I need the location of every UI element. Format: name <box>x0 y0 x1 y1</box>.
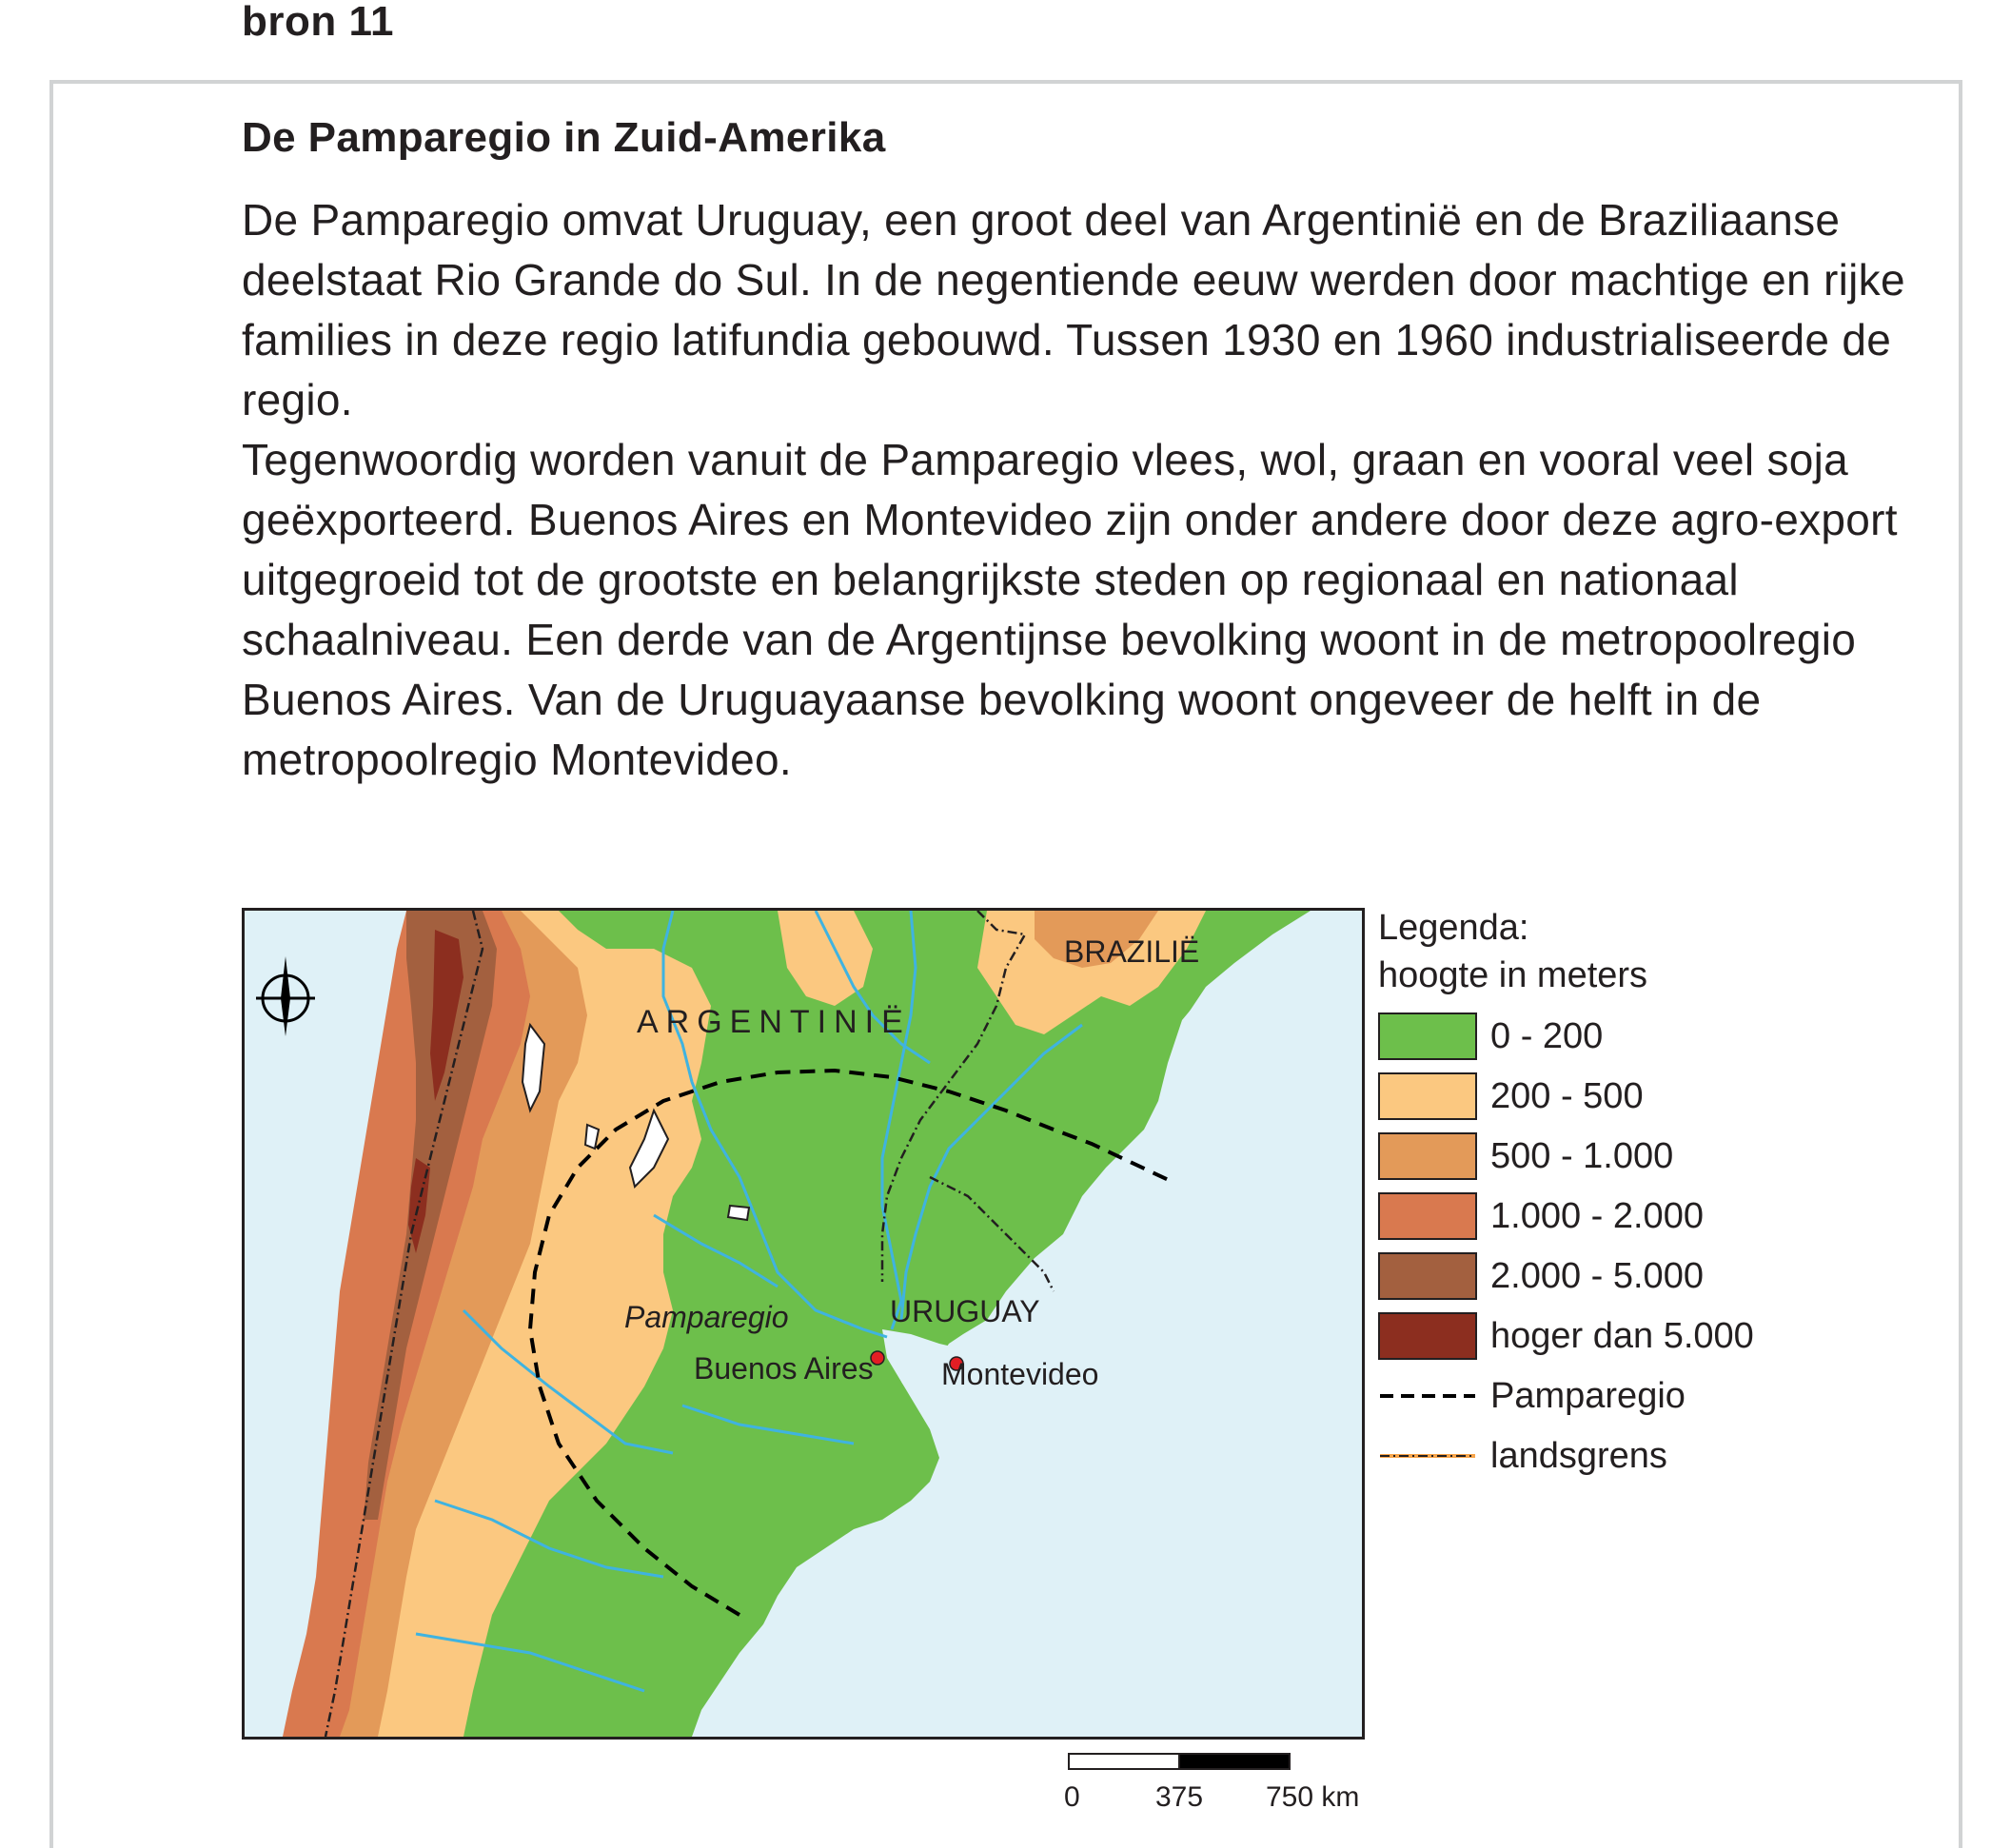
river <box>653 1213 779 1288</box>
elevation-map: ARGENTINIË BRAZILIË URUGUAY Pamparegio B… <box>245 911 1362 1737</box>
legend-item: 500 - 1.000 <box>1378 1130 1673 1182</box>
pamparegio-boundary <box>527 1068 1173 1617</box>
river <box>462 1308 674 1455</box>
border-argentina-chile <box>324 911 484 1737</box>
land-500-1000-east <box>1035 911 1158 968</box>
scale-label: 0 <box>1064 1781 1080 1813</box>
legend-item: hoger dan 5.000 <box>1378 1310 1754 1362</box>
legend-item-border: landsgrens <box>1378 1430 1667 1482</box>
legend-swatch <box>1378 1132 1477 1180</box>
label-pamparegio: Pamparegio <box>624 1300 789 1334</box>
scale-segment-white <box>1068 1753 1180 1770</box>
scale-label: 750 km <box>1266 1781 1360 1813</box>
land-peaks-5000-south <box>408 1158 430 1253</box>
land-upland-east <box>977 911 1206 1034</box>
border-line-icon <box>1380 1454 1475 1458</box>
legend-item: 1.000 - 2.000 <box>1378 1190 1704 1242</box>
source-frame <box>49 80 1962 1848</box>
legend-label: 2.000 - 5.000 <box>1490 1255 1704 1296</box>
legend-label: 1.000 - 2.000 <box>1490 1195 1704 1236</box>
map-frame: ARGENTINIË BRAZILIË URUGUAY Pamparegio B… <box>242 908 1365 1740</box>
border-argentina-brazil <box>880 911 1027 1282</box>
city-buenos-aires-marker <box>870 1350 885 1366</box>
legend-label: 200 - 500 <box>1490 1075 1644 1116</box>
rio-de-la-plata <box>882 1329 996 1386</box>
land-peaks-5000 <box>430 930 463 1101</box>
river <box>661 911 888 1339</box>
legend-item: 0 - 200 <box>1378 1011 1603 1062</box>
legend-label: Pamparegio <box>1490 1375 1686 1416</box>
paragraph-1: De Pamparegio omvat Uruguay, een groot d… <box>242 195 1905 424</box>
legend-swatch <box>1378 1252 1477 1300</box>
label-montevideo: Montevideo <box>941 1357 1098 1391</box>
river <box>899 1023 1083 1321</box>
paragraph-2: Tegenwoordig worden vanuit de Pamparegio… <box>242 435 1898 784</box>
river <box>814 911 931 1065</box>
national-borders <box>324 911 1055 1737</box>
source-label: bron 11 <box>242 0 394 45</box>
source-title: De Pamparegio in Zuid-Amerika <box>242 114 886 161</box>
legend-label: landsgrens <box>1490 1435 1667 1476</box>
pacific-ocean <box>245 911 406 1737</box>
land-upland-ridge <box>778 911 873 1006</box>
legend-item: 200 - 500 <box>1378 1071 1644 1122</box>
label-argentina: ARGENTINIË <box>637 1004 911 1040</box>
lake <box>628 1108 670 1189</box>
source-text: De Pamparegio omvat Uruguay, een groot d… <box>242 190 1917 790</box>
legend-swatch <box>1378 1312 1477 1360</box>
lake <box>583 1123 601 1150</box>
river <box>415 1632 645 1693</box>
city-montevideo-marker <box>949 1356 964 1371</box>
map-legend: Legenda: hoogte in meters 0 - 200 200 - … <box>1378 904 1787 1476</box>
legend-label: 500 - 1.000 <box>1490 1135 1674 1176</box>
label-uruguay: URUGUAY <box>890 1294 1040 1328</box>
label-brazil: BRAZILIË <box>1064 934 1199 969</box>
legend-swatch <box>1378 1072 1477 1120</box>
scale-label: 375 <box>1155 1781 1204 1813</box>
dashed-line-icon <box>1380 1394 1475 1398</box>
lake <box>521 1022 546 1113</box>
river <box>681 1404 855 1445</box>
label-buenos-aires: Buenos Aires <box>694 1351 874 1386</box>
scale-segment-black <box>1178 1753 1291 1770</box>
lake <box>726 1204 751 1222</box>
legend-swatch <box>1378 1192 1477 1240</box>
border-brazil-uruguay <box>929 1175 1055 1292</box>
river <box>880 911 917 1330</box>
scale-bar: 0 375 750 km <box>1064 1753 1359 1829</box>
land-2000-5000 <box>364 911 497 1520</box>
north-arrow-icon <box>256 956 315 1036</box>
atlantic-ocean <box>692 911 1362 1737</box>
rivers <box>415 911 1083 1693</box>
legend-label: 0 - 200 <box>1490 1015 1604 1056</box>
legend-subtitle: hoogte in meters <box>1378 955 1648 995</box>
legend-item-pamparegio: Pamparegio <box>1378 1370 1686 1422</box>
legend-label: hoger dan 5.000 <box>1490 1315 1754 1356</box>
legend-item: 2.000 - 5.000 <box>1378 1250 1704 1302</box>
river <box>434 1499 664 1579</box>
legend-swatch <box>1378 1012 1477 1060</box>
legend-title: Legenda: <box>1378 908 1529 948</box>
